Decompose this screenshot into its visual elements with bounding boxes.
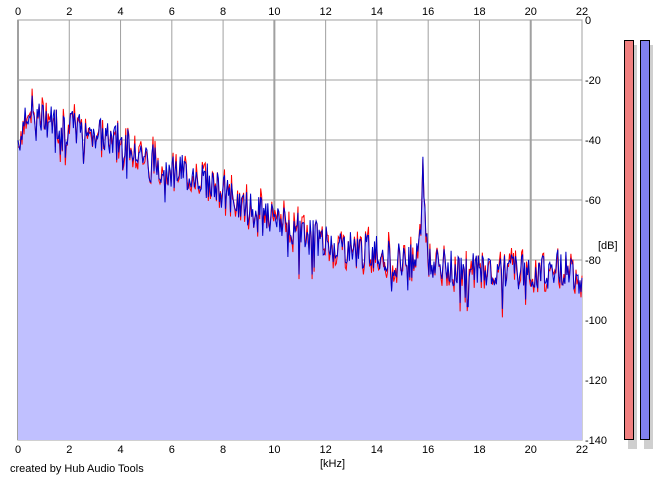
y-tick-label: -120	[585, 375, 607, 387]
x-axis-label: [kHz]	[320, 458, 346, 470]
x-tick-label-top: 20	[525, 6, 537, 18]
x-tick-label-top: 12	[320, 6, 332, 18]
x-tick-label-top: 6	[169, 6, 175, 18]
credit-text: created by Hub Audio Tools	[10, 463, 144, 475]
x-tick-label-top: 18	[473, 6, 485, 18]
x-tick-label-bottom: 8	[220, 444, 226, 456]
y-tick-label: -40	[585, 135, 601, 147]
channel2-line	[17, 95, 583, 309]
x-tick-label-bottom: 20	[525, 444, 537, 456]
x-tick-label-bottom: 18	[473, 444, 485, 456]
y-tick-label: 0	[585, 15, 591, 27]
x-tick-label-bottom: 4	[117, 444, 123, 456]
x-tick-label-top: 16	[422, 6, 434, 18]
x-tick-label-bottom: 12	[320, 444, 332, 456]
y-tick-label: -140	[585, 435, 607, 447]
y-tick-label: -20	[585, 75, 601, 87]
y-ticks: 0 -20 -40 -60 -80 -100 -120 -140	[585, 15, 607, 447]
x-tick-label-top: 0	[15, 6, 21, 18]
x-tick-label-bottom: 10	[268, 444, 280, 456]
x-tick-label-top: 8	[220, 6, 226, 18]
x-tick-label-bottom: 0	[15, 444, 21, 456]
x-tick-label-top: 4	[117, 6, 123, 18]
x-tick-label-bottom: 22	[576, 444, 588, 456]
y-tick-label: -100	[585, 315, 607, 327]
x-tick-label-bottom: 6	[169, 444, 175, 456]
x-ticks-top: 0 2 4 6 8 10 12 14 16 18 20 22	[15, 6, 588, 18]
x-tick-label-top: 2	[66, 6, 72, 18]
x-tick-label-bottom: 2	[66, 444, 72, 456]
y-axis-label: [dB]	[598, 240, 618, 252]
right-level-meter	[640, 40, 650, 440]
x-tick-label-bottom: 16	[422, 444, 434, 456]
x-tick-label-top: 14	[371, 6, 383, 18]
left-level-meter	[624, 40, 634, 440]
y-tick-label: -80	[585, 255, 601, 267]
x-tick-label-top: 10	[268, 6, 280, 18]
x-tick-label-top: 22	[576, 6, 588, 18]
x-ticks-bottom: 0 2 4 6 8 10 12 14 16 18 20 22	[15, 444, 588, 456]
x-tick-label-bottom: 14	[371, 444, 383, 456]
y-tick-label: -60	[585, 195, 601, 207]
